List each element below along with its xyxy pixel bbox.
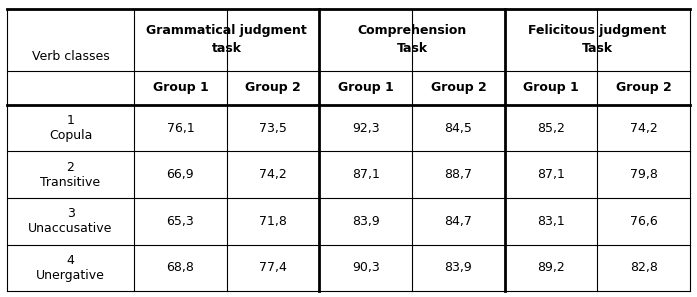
Text: 92,3: 92,3 (352, 121, 380, 135)
Text: 74,2: 74,2 (259, 168, 287, 181)
Text: 66,9: 66,9 (167, 168, 194, 181)
Text: 68,8: 68,8 (167, 261, 194, 274)
Text: 83,1: 83,1 (537, 215, 565, 228)
Text: 79,8: 79,8 (630, 168, 658, 181)
Text: Group 1: Group 1 (523, 81, 579, 94)
Text: 2
Transitive: 2 Transitive (40, 161, 100, 189)
Text: 90,3: 90,3 (352, 261, 380, 274)
Text: Comprehension
Task: Comprehension Task (358, 24, 467, 56)
Text: 89,2: 89,2 (537, 261, 565, 274)
Text: 84,7: 84,7 (445, 215, 473, 228)
Text: 84,5: 84,5 (445, 121, 473, 135)
Text: 87,1: 87,1 (352, 168, 380, 181)
Text: Group 2: Group 2 (616, 81, 672, 94)
Text: 65,3: 65,3 (167, 215, 194, 228)
Text: Group 2: Group 2 (245, 81, 301, 94)
Text: 3
Unaccusative: 3 Unaccusative (29, 207, 113, 235)
Text: 88,7: 88,7 (445, 168, 473, 181)
Text: 87,1: 87,1 (537, 168, 565, 181)
Text: Group 1: Group 1 (153, 81, 208, 94)
Text: 76,1: 76,1 (167, 121, 194, 135)
Text: Felicitous judgment
Task: Felicitous judgment Task (528, 24, 666, 56)
Text: 82,8: 82,8 (630, 261, 658, 274)
Text: Group 1: Group 1 (338, 81, 394, 94)
Text: 74,2: 74,2 (630, 121, 657, 135)
Text: 83,9: 83,9 (445, 261, 473, 274)
Text: 1
Copula: 1 Copula (49, 114, 92, 142)
Text: 4
Unergative: 4 Unergative (36, 254, 105, 282)
Text: 71,8: 71,8 (259, 215, 287, 228)
Text: 76,6: 76,6 (630, 215, 657, 228)
Text: 77,4: 77,4 (259, 261, 287, 274)
Text: Group 2: Group 2 (431, 81, 487, 94)
Text: 85,2: 85,2 (537, 121, 565, 135)
Text: Grammatical judgment
task: Grammatical judgment task (146, 24, 307, 56)
Text: 83,9: 83,9 (352, 215, 380, 228)
Text: Verb classes: Verb classes (31, 50, 109, 63)
Text: 73,5: 73,5 (259, 121, 287, 135)
